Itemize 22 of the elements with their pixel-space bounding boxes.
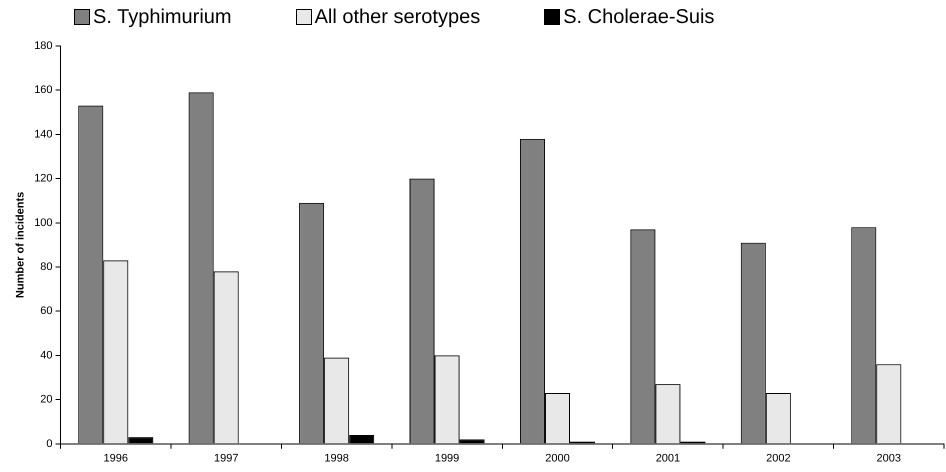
y-tick-label: 160 [34, 84, 53, 96]
y-tick-label: 180 [34, 40, 53, 52]
y-tick-label: 20 [40, 394, 53, 406]
y-tick-label: 60 [40, 305, 53, 318]
x-tick-label: 2003 [876, 452, 902, 464]
x-tick-label: 2002 [766, 452, 791, 464]
x-tick-label: 2001 [656, 452, 680, 464]
y-tick-label: 140 [34, 128, 53, 140]
y-tick-label: 100 [34, 216, 53, 229]
x-tick-label: 1999 [434, 452, 460, 464]
legend-label: S. Typhimurium [93, 6, 232, 28]
legend-label: All other serotypes [314, 6, 480, 28]
y-axis-title: Number of incidents [14, 192, 27, 298]
y-tick-label: 40 [40, 349, 53, 362]
y-tick-label: 0 [46, 438, 53, 450]
x-tick-label: 1996 [104, 452, 128, 464]
legend-label: S. Cholerae-Suis [563, 6, 714, 28]
y-tick-label: 120 [34, 172, 53, 185]
x-tick-label: 1998 [324, 452, 349, 464]
x-tick-label: 1997 [214, 452, 238, 464]
y-tick-label: 80 [40, 261, 53, 274]
x-tick-label: 2000 [545, 452, 570, 464]
